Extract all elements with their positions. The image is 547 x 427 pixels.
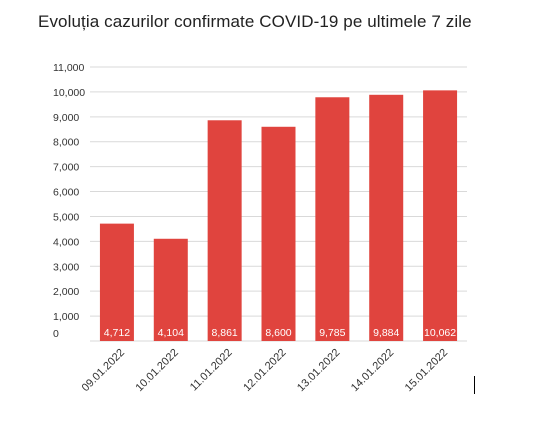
y-tick-label: 6,000 (53, 187, 79, 199)
x-category-label: 14.01.2022 (349, 347, 396, 394)
x-axis-labels: 09.01.2022 10.01.2022 11.01.2022 12.01.2022… (80, 347, 451, 394)
x-category-label: 11.01.2022 (188, 347, 235, 394)
bar (99, 223, 134, 341)
bar-value-label: 8,861 (212, 327, 238, 339)
x-category-label: 15.01.2022 (403, 347, 450, 394)
data-labels: 4,712 4,104 8,861 8,600 9,785 9,884 10,062 (104, 327, 456, 339)
y-tick-label: 2,000 (53, 286, 79, 298)
bar (207, 120, 242, 341)
y-axis-ticks: 0 1,000 2,000 3,000 4,000 5,000 6,000 7,000 8,00… (53, 62, 85, 340)
y-tick-label: 11,000 (53, 62, 84, 74)
bars (99, 90, 458, 341)
bar-value-label: 4,104 (158, 327, 184, 339)
text-cursor (474, 376, 475, 394)
bar-value-label: 10,062 (424, 327, 456, 339)
bar-value-label: 4,712 (104, 327, 130, 339)
x-category-label: 13.01.2022 (295, 347, 342, 394)
bar-value-label: 9,785 (319, 327, 345, 339)
bar (423, 90, 458, 341)
bar-value-label: 9,884 (373, 327, 399, 339)
bar (369, 94, 404, 341)
chart-title: Evoluția cazurilor confirmate COVID-19 p… (38, 12, 472, 31)
y-tick-label: 9,000 (53, 112, 79, 124)
bar (261, 126, 296, 341)
y-tick-label: 5,000 (53, 211, 79, 223)
y-tick-label: 7,000 (53, 162, 79, 174)
bar-value-label: 8,600 (265, 327, 291, 339)
y-tick-label: 8,000 (53, 137, 79, 149)
y-tick-label: 3,000 (53, 261, 79, 273)
y-tick-label: 1,000 (53, 311, 79, 323)
x-category-label: 12.01.2022 (241, 347, 288, 394)
bar (315, 97, 350, 341)
x-category-label: 09.01.2022 (80, 347, 127, 394)
y-tick-label: 0 (53, 328, 59, 340)
y-tick-label: 10,000 (53, 87, 85, 99)
y-tick-label: 4,000 (53, 236, 79, 248)
x-category-label: 10.01.2022 (133, 347, 180, 394)
bar (153, 238, 188, 341)
